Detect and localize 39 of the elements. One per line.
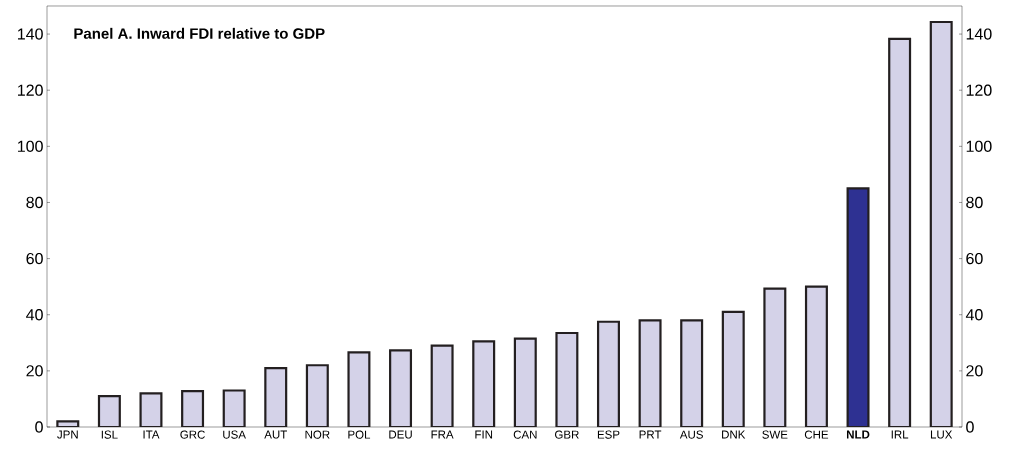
y2-tick-label: 140 xyxy=(966,28,992,40)
x-tick-label: USA xyxy=(223,430,246,439)
x-tick-label: IRL xyxy=(891,430,909,439)
y-tick-label: 60 xyxy=(26,252,43,265)
x-tick-label: AUS xyxy=(679,430,703,439)
y-tick-label: 140 xyxy=(18,28,43,40)
x-tick-label: ISL xyxy=(101,430,118,439)
y2-tick-label: 100 xyxy=(966,140,992,152)
x-tick-label: AUT xyxy=(264,430,287,439)
x-tick-label: NLD xyxy=(846,430,870,439)
y-tick-label: 40 xyxy=(26,309,43,321)
y2-tick-label: 40 xyxy=(965,309,983,321)
x-tick-label: PRT xyxy=(639,430,662,439)
x-tick-label: FIN xyxy=(475,430,493,439)
y2-tick-label: 20 xyxy=(966,365,983,377)
y-tick-label: 100 xyxy=(18,140,43,152)
x-tick-label: GRC xyxy=(180,430,205,439)
x-tick-label: SWE xyxy=(762,430,788,439)
y2-tick-label: 0 xyxy=(966,421,974,433)
x-tick-label: NOR xyxy=(305,430,330,439)
x-tick-label: ESP xyxy=(597,430,620,439)
y-tick-label: 20 xyxy=(26,365,43,377)
x-tick-label: GBR xyxy=(555,430,579,439)
x-tick-label: DNK xyxy=(722,430,746,439)
text: Panel A. Inward FDI relative to GDP xyxy=(74,27,325,39)
y2-tick-label: 120 xyxy=(966,84,992,96)
x-tick-label: DEU xyxy=(389,430,412,439)
y2-tick-label: 60 xyxy=(966,252,983,265)
x-tick-label: POL xyxy=(348,430,371,439)
x-tick-label: ITA xyxy=(143,430,160,439)
y-tick-label: 80 xyxy=(26,196,43,209)
x-tick-label: JPN xyxy=(57,430,78,439)
x-tick-label: LUX xyxy=(930,430,953,439)
y-tick-label: 0 xyxy=(35,421,43,433)
y2-tick-label: 80 xyxy=(966,196,983,209)
y-tick-label: 120 xyxy=(18,84,43,96)
x-tick-label: CAN xyxy=(513,430,537,439)
x-tick-label: CHE xyxy=(804,430,829,439)
x-tick-label: FRA xyxy=(431,430,454,439)
